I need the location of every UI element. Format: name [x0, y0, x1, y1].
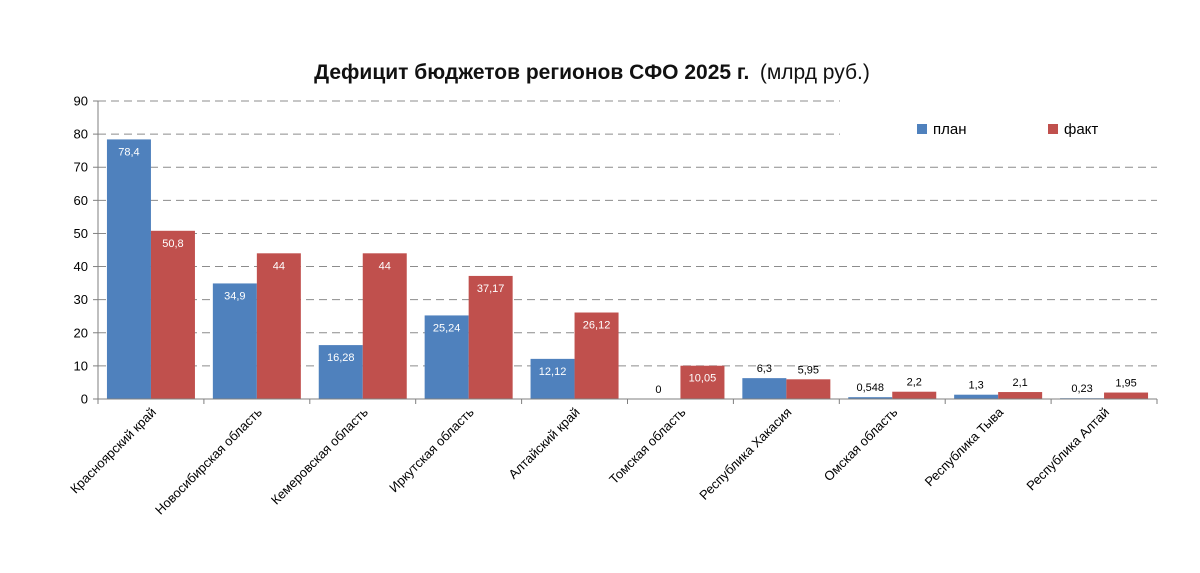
- bar-fact: [574, 312, 619, 399]
- y-tick-label: 70: [74, 160, 88, 175]
- bar-fact: [1104, 392, 1149, 399]
- data-label: 44: [273, 260, 285, 272]
- data-label: 25,24: [433, 322, 461, 334]
- data-label: 1,95: [1115, 378, 1136, 390]
- legend-label-plan: план: [933, 121, 967, 138]
- bar-fact: [256, 253, 301, 399]
- legend: план факт: [917, 121, 1098, 138]
- bars: [106, 139, 1149, 400]
- y-tick-label: 80: [74, 127, 88, 142]
- x-tick-label: Кемеровская область: [268, 404, 371, 507]
- y-tick-label: 60: [74, 193, 88, 208]
- x-tick-label: Красноярский край: [67, 405, 159, 497]
- y-tick-label: 0: [81, 392, 88, 407]
- data-label: 2,2: [907, 377, 922, 389]
- bar-plan: [424, 315, 469, 399]
- bar-fact: [468, 275, 513, 399]
- data-labels: 78,4 50,8 34,9 44 16,28 44 25,24 37,17 12,12 26,1…: [118, 146, 1137, 396]
- data-label: 12,12: [539, 366, 567, 378]
- data-label: 34,9: [224, 290, 245, 302]
- data-label: 50,8: [162, 238, 183, 250]
- bar-plan: [318, 345, 363, 399]
- x-tick-label: Алтайский край: [505, 405, 582, 482]
- y-tick-label: 50: [74, 226, 88, 241]
- y-axis-ticks: 0 10 20 30 40 50 60 70 80 90: [74, 94, 88, 407]
- axes: [93, 100, 1158, 404]
- bar-plan: [954, 394, 999, 399]
- legend-label-fact: факт: [1064, 121, 1098, 138]
- data-label: 2,1: [1013, 377, 1028, 389]
- x-tick-label: Республика Алтай: [1023, 405, 1112, 494]
- chart-title-main: Дефицит бюджетов регионов СФО 2025 г.: [314, 61, 749, 84]
- data-label: 1,3: [969, 380, 984, 392]
- y-tick-label: 20: [74, 325, 88, 340]
- y-tick-label: 90: [74, 94, 88, 109]
- data-label: 0: [655, 384, 661, 396]
- y-tick-label: 10: [74, 358, 88, 373]
- legend-swatch-plan: [917, 124, 927, 134]
- y-tick-label: 40: [74, 259, 88, 274]
- data-label: 0,548: [856, 382, 884, 394]
- data-label: 26,12: [583, 320, 611, 332]
- x-tick-label: Республика Тыва: [922, 404, 1007, 489]
- bar-plan: [848, 397, 893, 399]
- x-tick-label: Омская область: [821, 404, 901, 484]
- bar-fact: [680, 365, 725, 399]
- data-label: 78,4: [118, 146, 139, 158]
- bar-plan: [530, 358, 575, 399]
- legend-swatch-fact: [1048, 124, 1058, 134]
- data-label: 0,23: [1071, 383, 1092, 395]
- bar-plan: [106, 139, 151, 400]
- y-tick-label: 30: [74, 292, 88, 307]
- bar-fact: [362, 253, 407, 399]
- x-tick-label: Новосибирская область: [152, 404, 265, 517]
- bar-fact: [150, 230, 195, 399]
- data-label: 37,17: [477, 283, 505, 295]
- bar-fact: [892, 391, 937, 399]
- x-tick-label: Республика Хакасия: [696, 405, 794, 503]
- data-label: 5,95: [798, 364, 819, 376]
- chart-title: Дефицит бюджетов регионов СФО 2025 г. (м…: [314, 61, 870, 84]
- x-tick-label: Томская область: [606, 404, 689, 487]
- bar-fact: [786, 379, 831, 399]
- bar-plan: [212, 283, 257, 399]
- x-tick-label: Иркутская область: [386, 404, 477, 495]
- bar-plan: [742, 378, 787, 399]
- data-label: 16,28: [327, 352, 355, 364]
- data-label: 6,3: [757, 363, 772, 375]
- chart-title-unit: (млрд руб.): [760, 61, 870, 84]
- data-label: 10,05: [689, 373, 717, 385]
- data-label: 44: [379, 260, 391, 272]
- bar-fact: [998, 392, 1043, 399]
